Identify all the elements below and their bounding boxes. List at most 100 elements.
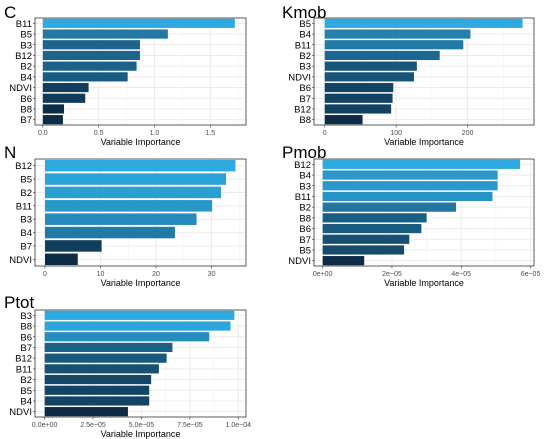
bar-b12 bbox=[44, 159, 236, 172]
x-tick-label: 100 bbox=[390, 130, 402, 137]
x-axis-label: Variable Importance bbox=[101, 429, 181, 439]
plot-border bbox=[313, 17, 535, 126]
bar-b12 bbox=[324, 104, 392, 114]
bar-b3 bbox=[44, 310, 235, 320]
category-label: B12 bbox=[294, 160, 311, 171]
bar-b2 bbox=[44, 186, 222, 199]
bar-b8 bbox=[42, 104, 65, 114]
bar-b5 bbox=[42, 29, 168, 39]
x-tick-label: 0.5 bbox=[94, 130, 104, 137]
category-label: NDVI bbox=[288, 256, 311, 267]
category-label: B4 bbox=[299, 171, 311, 182]
category-label: B3 bbox=[299, 181, 311, 192]
x-tick-label: 0 bbox=[43, 271, 47, 278]
category-label: B8 bbox=[20, 104, 32, 115]
plot-border bbox=[313, 158, 535, 267]
category-label: B5 bbox=[299, 19, 311, 30]
x-tick-label: 5.0e−05 bbox=[129, 422, 155, 429]
category-label: B12 bbox=[15, 51, 32, 62]
x-tick-label: 10 bbox=[97, 271, 105, 278]
bar-b11 bbox=[44, 200, 213, 212]
category-label: B3 bbox=[20, 215, 32, 226]
category-label: B12 bbox=[15, 161, 32, 172]
x-tick-label: 7.5e−05 bbox=[177, 422, 203, 429]
category-label: B7 bbox=[20, 343, 32, 354]
category-label: B8 bbox=[299, 213, 311, 224]
bar-b3 bbox=[322, 181, 498, 191]
category-label: B12 bbox=[15, 354, 32, 365]
category-label: B11 bbox=[16, 201, 32, 212]
x-tick-label: 1.5 bbox=[205, 130, 215, 137]
x-axis-label: Variable Importance bbox=[384, 137, 464, 147]
x-axis-label: Variable Importance bbox=[384, 278, 464, 288]
category-label: NDVI bbox=[9, 83, 32, 94]
category-label: B11 bbox=[16, 364, 32, 375]
category-label: B6 bbox=[20, 94, 32, 105]
category-label: B2 bbox=[20, 188, 32, 199]
bar-b5 bbox=[322, 245, 405, 255]
category-label: B7 bbox=[20, 241, 32, 252]
bar-b4 bbox=[324, 29, 471, 39]
panel-title: C bbox=[4, 3, 16, 22]
bar-b2 bbox=[42, 61, 137, 71]
x-tick-label: 2e−05 bbox=[382, 271, 402, 278]
category-label: B4 bbox=[299, 30, 311, 41]
bar-b5 bbox=[44, 173, 227, 185]
bar-b8 bbox=[322, 213, 427, 223]
bar-b12 bbox=[322, 159, 521, 169]
category-label: B7 bbox=[299, 94, 311, 105]
bar-b7 bbox=[324, 93, 393, 103]
bar-b4 bbox=[44, 396, 150, 406]
category-label: B5 bbox=[20, 386, 32, 397]
bar-ndvi bbox=[324, 72, 414, 82]
bar-b6 bbox=[322, 223, 422, 234]
bar-b8 bbox=[44, 321, 231, 331]
category-label: B4 bbox=[20, 396, 32, 407]
category-label: B5 bbox=[299, 245, 311, 256]
category-label: B11 bbox=[295, 192, 311, 203]
x-tick-label: 0 bbox=[323, 130, 327, 137]
bar-b5 bbox=[44, 385, 150, 395]
category-label: NDVI bbox=[9, 255, 32, 266]
bar-b6 bbox=[42, 93, 86, 103]
category-label: B2 bbox=[20, 62, 32, 73]
bar-b6 bbox=[44, 332, 210, 342]
category-label: B8 bbox=[299, 115, 311, 126]
x-tick-label: 20 bbox=[152, 271, 160, 278]
x-tick-label: 6e−05 bbox=[521, 271, 541, 278]
x-tick-label: 4e−05 bbox=[451, 271, 471, 278]
x-tick-label: 2.5e−05 bbox=[80, 422, 106, 429]
x-tick-label: 200 bbox=[462, 130, 474, 137]
category-label: NDVI bbox=[9, 407, 32, 418]
plot-border bbox=[34, 158, 247, 267]
bar-b12 bbox=[42, 50, 140, 61]
bar-b7 bbox=[42, 115, 63, 125]
bar-b3 bbox=[44, 213, 197, 225]
x-tick-label: 30 bbox=[208, 271, 216, 278]
plot-border bbox=[34, 17, 247, 126]
category-label: B4 bbox=[20, 72, 32, 83]
bar-b4 bbox=[322, 170, 498, 180]
category-label: B5 bbox=[20, 30, 32, 41]
bar-b11 bbox=[322, 191, 493, 202]
category-label: B3 bbox=[20, 40, 32, 51]
category-label: B2 bbox=[20, 375, 32, 386]
x-tick-label: 1.0e−04 bbox=[226, 422, 252, 429]
bar-b4 bbox=[44, 226, 175, 239]
bar-ndvi bbox=[322, 256, 365, 266]
category-label: B7 bbox=[20, 115, 32, 126]
panel-title: N bbox=[4, 143, 16, 162]
plot-border bbox=[34, 309, 247, 418]
category-label: B7 bbox=[299, 235, 311, 246]
panel-title: Pmob bbox=[282, 143, 326, 162]
x-tick-label: 0.0 bbox=[38, 130, 48, 137]
category-label: B3 bbox=[299, 62, 311, 73]
category-label: B11 bbox=[295, 40, 311, 51]
panel-title: Kmob bbox=[282, 3, 326, 22]
bar-b11 bbox=[44, 364, 159, 374]
bar-b11 bbox=[42, 18, 235, 28]
bar-b11 bbox=[324, 40, 464, 50]
